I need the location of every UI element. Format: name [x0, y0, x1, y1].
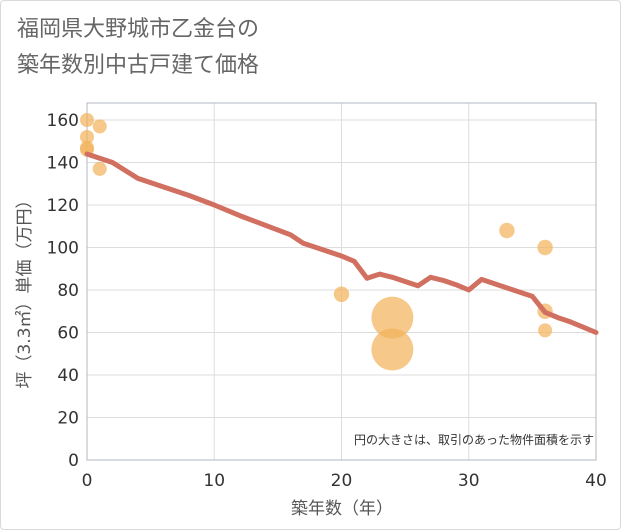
data-point-2 [80, 130, 94, 144]
x-tick-0: 0 [82, 471, 93, 491]
x-tick-10: 10 [203, 471, 225, 491]
y-tick-100: 100 [47, 239, 79, 259]
y-tick-20: 20 [57, 409, 79, 429]
plot-area [86, 102, 597, 461]
y-tick-labels: 0 20 40 60 80 100 120 140 160 [47, 111, 79, 471]
y-tick-0: 0 [68, 451, 79, 471]
data-point-5 [92, 119, 107, 134]
chart-title: 福岡県大野城市乙金台の 築年数別中古戸建て価格 [17, 12, 259, 84]
y-tick-160: 160 [47, 111, 79, 131]
data-point-9 [371, 328, 414, 371]
data-point-10 [499, 222, 515, 239]
x-axis-label: 築年数（年） [291, 499, 393, 519]
y-tick-140: 140 [47, 154, 79, 174]
data-points [80, 113, 553, 371]
data-point-11 [537, 239, 553, 256]
title-line-1: 福岡県大野城市乙金台の [17, 17, 260, 42]
grid [86, 103, 597, 461]
data-point-1 [80, 113, 94, 127]
data-point-7 [333, 286, 350, 302]
data-point-6 [92, 161, 107, 176]
x-tick-labels: 0 10 20 30 40 [82, 471, 607, 491]
y-axis-label: 坪（3.3㎡）単価（万円） [15, 191, 35, 388]
x-tick-40: 40 [585, 471, 607, 491]
title-line-2: 築年数別中古戸建て価格 [17, 53, 260, 78]
y-tick-120: 120 [47, 196, 79, 216]
x-tick-20: 20 [331, 471, 353, 491]
y-tick-40: 40 [57, 366, 79, 386]
data-point-13 [538, 323, 553, 338]
y-tick-80: 80 [57, 281, 79, 301]
y-tick-60: 60 [57, 324, 79, 344]
size-note: 円の大きさは、取引のあった物件面積を示す [354, 432, 594, 447]
x-tick-30: 30 [458, 471, 480, 491]
trend-line [84, 151, 599, 335]
data-point-8 [371, 296, 414, 339]
